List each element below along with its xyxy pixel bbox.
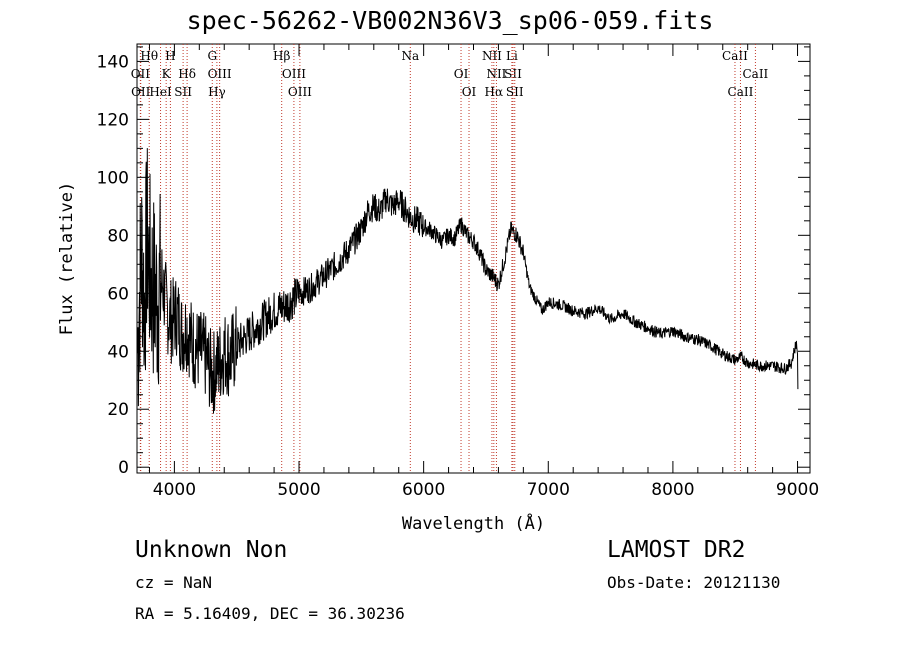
spectral-line-label: SII [506,85,524,99]
coordinates-label: RA = 5.16409, DEC = 36.30236 [135,604,405,623]
x-tick-label: 7000 [527,480,570,500]
spectral-line-label: CaII [722,49,748,63]
plot-frame [136,43,811,474]
spectral-line-label: SII [504,67,522,81]
spectral-line-label: H [165,49,175,63]
y-tick-label: 120 [97,110,129,130]
obs-date-label: Obs-Date: 20121130 [607,573,781,592]
spectral-line-label: CaII [742,67,768,81]
spectrum-line [137,148,799,414]
spectral-line-label: HeI [149,85,172,99]
spectral-line-label: K [162,67,172,81]
spectral-line-label: CaII [728,85,754,99]
spectral-line-label: OI [462,85,477,99]
y-tick-label: 140 [97,52,129,72]
y-tick-label: 40 [107,342,129,362]
spectral-line-label: SII [174,85,192,99]
x-tick-label: 6000 [402,480,445,500]
y-tick-label: 60 [107,284,129,304]
x-tick-label: 4000 [153,480,196,500]
x-tick-label: 5000 [277,480,320,500]
y-tick-label: 20 [107,400,129,420]
redshift-label: cz = NaN [135,573,213,592]
x-tick-label: 9000 [776,480,819,500]
spectral-line-label: Hβ [273,49,290,63]
spectral-line-label: Hθ [140,49,158,63]
spectral-line-label: OI [454,67,469,81]
spectral-line-label: Hα [485,85,504,99]
survey-label: LAMOST DR2 [607,537,746,563]
y-tick-label: 0 [118,458,129,478]
x-tick-label: 8000 [651,480,694,500]
spectral-line-label: G [207,49,217,63]
y-axis-label: Flux (relative) [57,182,77,336]
spectral-line-label: OII [131,85,151,99]
y-tick-label: 100 [97,168,129,188]
spectral-line-label: OIII [208,67,232,81]
spectral-line-label: OIII [282,67,306,81]
spectral-line-label: Li [506,49,518,63]
y-tick-label: 80 [107,226,129,246]
spectral-line-label: NII [482,49,502,63]
spectral-line-label: Na [401,49,419,63]
spectral-line-label: Hδ [178,67,196,81]
x-axis-label: Wavelength (Å) [402,512,545,534]
spectral-line-label: Hγ [208,85,226,99]
spectral-line-label: NII [486,67,506,81]
object-type-label: Unknown Non [135,537,288,563]
chart-title: spec-56262-VB002N36V3_sp06-059.fits [186,6,714,35]
spectral-line-label: OIII [288,85,312,99]
